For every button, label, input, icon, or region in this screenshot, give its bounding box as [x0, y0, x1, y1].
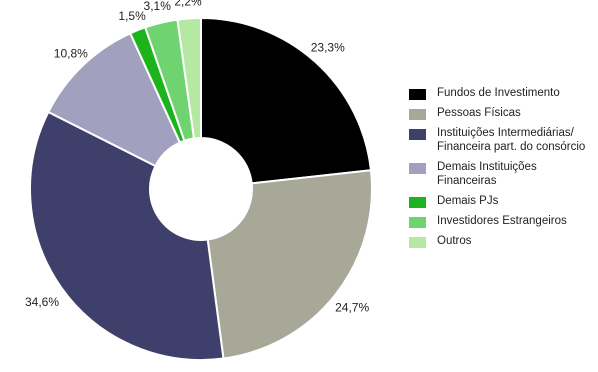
legend-label: Outros: [437, 235, 472, 247]
legend-item-6: Investidores Estrangeiros: [409, 214, 598, 228]
data-label-4: 10,8%: [54, 46, 88, 60]
slice-2: [206, 169, 373, 360]
legend-label: Pessoas Físicas: [437, 107, 521, 119]
data-label-5: 1,5%: [118, 9, 146, 23]
data-label-3: 34,6%: [25, 295, 59, 309]
slice-7: [176, 16, 202, 140]
data-label-7: 2,2%: [174, 0, 202, 8]
legend-swatch: [409, 129, 426, 140]
legend-label: Instituições Intermediárias/ Financeira …: [437, 127, 586, 153]
legend-label: Fundos de Investimento: [437, 87, 560, 99]
legend-item-2: Pessoas Físicas: [409, 106, 598, 120]
legend-swatch: [409, 163, 426, 174]
slice-3: [29, 110, 225, 361]
legend-item-4: Demais Instituições Financeiras: [409, 160, 598, 188]
legend-label: Demais Instituições Financeiras: [437, 161, 537, 187]
legend-item-3: Instituições Intermediárias/ Financeira …: [409, 126, 598, 154]
data-labels: 23,3% 24,7% 34,6% 10,8% 1,5%3,1% 2,2%: [25, 0, 369, 314]
donut-slices: [29, 16, 373, 361]
legend-item-5: Demais PJs: [409, 194, 598, 208]
legend-label: Investidores Estrangeiros: [437, 215, 567, 227]
chart-legend: Fundos de Investimento Pessoas Físicas Ins…: [409, 86, 598, 254]
legend-label: Demais PJs: [437, 195, 499, 207]
data-label-2: 24,7%: [335, 300, 369, 314]
legend-swatch: [409, 237, 426, 248]
legend-swatch: [409, 89, 426, 100]
legend-item-7: Outros: [409, 234, 598, 248]
data-label-1: 23,3%: [311, 40, 345, 54]
slice-4: [46, 31, 182, 168]
legend-swatch: [409, 217, 426, 228]
legend-swatch: [409, 197, 426, 208]
data-label-6: 3,1%: [144, 0, 172, 13]
legend-item-1: Fundos de Investimento: [409, 86, 598, 100]
legend-swatch: [409, 109, 426, 120]
slice-1: [200, 16, 373, 185]
